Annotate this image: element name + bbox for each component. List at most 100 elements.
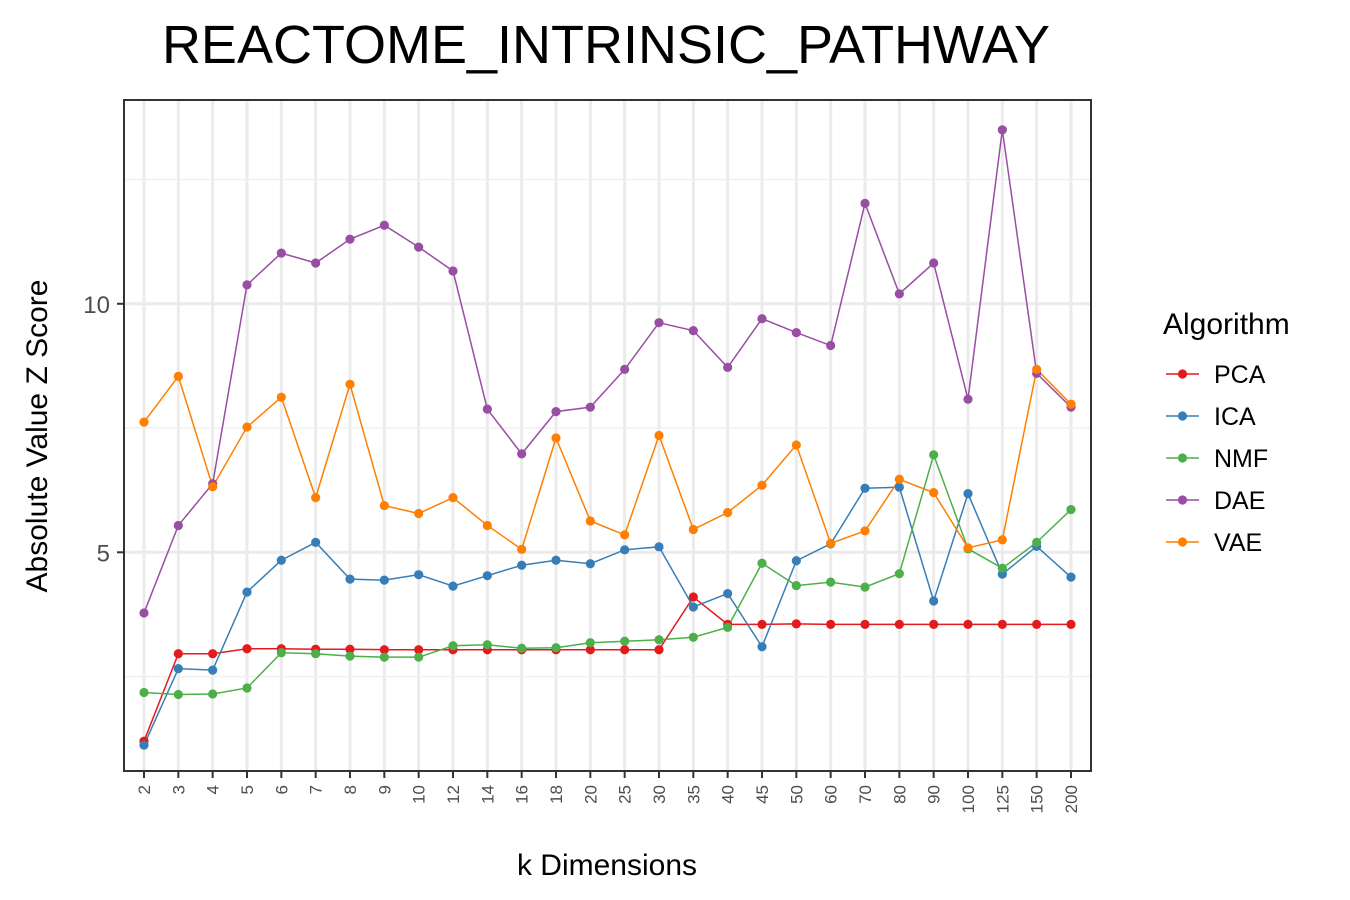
y-tick-label: 10 <box>83 292 110 319</box>
x-tick-label: 80 <box>890 785 909 804</box>
series-line-ica <box>143 486 1072 746</box>
data-point-pca <box>860 619 870 629</box>
data-point-nmf <box>276 648 286 658</box>
legend-key-point-dae <box>1177 495 1188 505</box>
legend-label-ica: ICA <box>1214 403 1256 431</box>
x-tick-label: 5 <box>238 785 257 794</box>
legend-label-nmf: NMF <box>1214 445 1268 473</box>
data-point-ica <box>585 559 595 569</box>
x-tick-label: 6 <box>272 785 291 794</box>
x-tick-label: 8 <box>341 785 360 794</box>
x-tick-label: 40 <box>719 785 738 804</box>
data-point-vae <box>620 530 630 540</box>
legend-key-point-nmf <box>1177 453 1188 463</box>
data-point-vae <box>757 480 767 490</box>
data-point-vae <box>379 500 389 511</box>
data-point-nmf <box>620 636 630 646</box>
data-point-nmf <box>345 651 355 661</box>
data-point-nmf <box>826 577 836 587</box>
data-point-nmf <box>997 563 1007 573</box>
data-point-dae <box>860 198 870 208</box>
data-point-dae <box>173 520 183 531</box>
data-point-nmf <box>894 569 904 579</box>
data-point-vae <box>276 392 286 402</box>
data-point-pca <box>757 619 767 629</box>
data-point-nmf <box>791 581 801 591</box>
data-point-dae <box>620 364 630 374</box>
data-point-dae <box>688 326 698 336</box>
data-point-dae <box>276 248 286 258</box>
data-point-dae <box>585 402 595 412</box>
data-point-dae <box>929 258 939 268</box>
data-point-pca <box>963 619 973 629</box>
data-point-vae <box>517 544 527 554</box>
data-point-ica <box>311 537 321 547</box>
data-point-vae <box>688 524 698 535</box>
plot-panel-border <box>123 99 1092 772</box>
data-point-pca <box>1032 619 1042 629</box>
data-point-nmf <box>173 689 183 700</box>
data-point-ica <box>414 570 424 580</box>
x-tick-label: 14 <box>478 785 497 804</box>
data-point-dae <box>963 394 973 404</box>
data-point-dae <box>654 318 664 328</box>
data-point-ica <box>757 642 767 652</box>
data-point-vae <box>345 379 355 389</box>
data-point-vae <box>311 493 321 503</box>
data-point-nmf <box>551 643 561 653</box>
data-point-nmf <box>242 683 252 693</box>
data-point-pca <box>173 649 183 659</box>
x-tick-label: 45 <box>753 785 772 804</box>
data-point-nmf <box>517 643 527 653</box>
data-point-dae <box>894 289 904 299</box>
x-axis-title: k Dimensions <box>517 849 697 882</box>
data-point-vae <box>860 526 870 536</box>
data-point-nmf <box>379 652 389 662</box>
x-tick-label: 18 <box>547 785 566 804</box>
data-point-pca <box>826 619 836 629</box>
data-point-pca <box>1066 619 1076 629</box>
legend-items: PCA ICA NMF DAE VAE <box>1166 361 1268 557</box>
data-point-vae <box>242 422 252 432</box>
series-line-nmf <box>143 452 1072 696</box>
legend-key-point-pca <box>1177 369 1188 379</box>
x-tick-label: 25 <box>616 785 635 804</box>
data-point-dae <box>482 404 492 414</box>
data-point-dae <box>791 328 801 338</box>
x-tick-label: 35 <box>684 785 703 804</box>
data-point-ica <box>448 581 458 591</box>
x-tick-label: 200 <box>1062 785 1081 813</box>
grid-layer <box>124 100 1091 771</box>
data-point-nmf <box>208 689 218 699</box>
data-point-vae <box>482 520 492 531</box>
legend: Algorithm PCA ICA NMF DAE VAE <box>1163 308 1290 557</box>
data-point-ica <box>242 587 252 597</box>
data-point-ica <box>723 588 733 599</box>
data-point-ica <box>688 602 698 612</box>
data-point-ica <box>860 483 870 493</box>
data-point-nmf <box>311 649 321 659</box>
x-tick-label: 4 <box>204 785 223 794</box>
data-point-vae <box>791 440 801 450</box>
data-point-nmf <box>757 558 767 568</box>
data-point-dae <box>379 220 389 230</box>
data-point-nmf <box>139 687 149 698</box>
data-point-pca <box>688 592 698 602</box>
data-point-pca <box>345 644 355 654</box>
x-tick-label: 10 <box>410 785 429 804</box>
chart-title: REACTOME_INTRINSIC_PATHWAY <box>162 15 1050 75</box>
data-point-dae <box>551 407 561 417</box>
data-point-nmf <box>1066 504 1076 515</box>
data-point-ica <box>551 555 561 565</box>
data-point-pca <box>997 619 1007 629</box>
data-point-nmf <box>448 641 458 651</box>
data-point-dae <box>448 266 458 276</box>
data-point-dae <box>242 280 252 290</box>
data-point-ica <box>276 555 286 565</box>
data-point-dae <box>311 258 321 268</box>
data-point-ica <box>173 664 183 674</box>
x-tick-label: 125 <box>993 785 1012 813</box>
data-point-ica <box>139 740 149 750</box>
